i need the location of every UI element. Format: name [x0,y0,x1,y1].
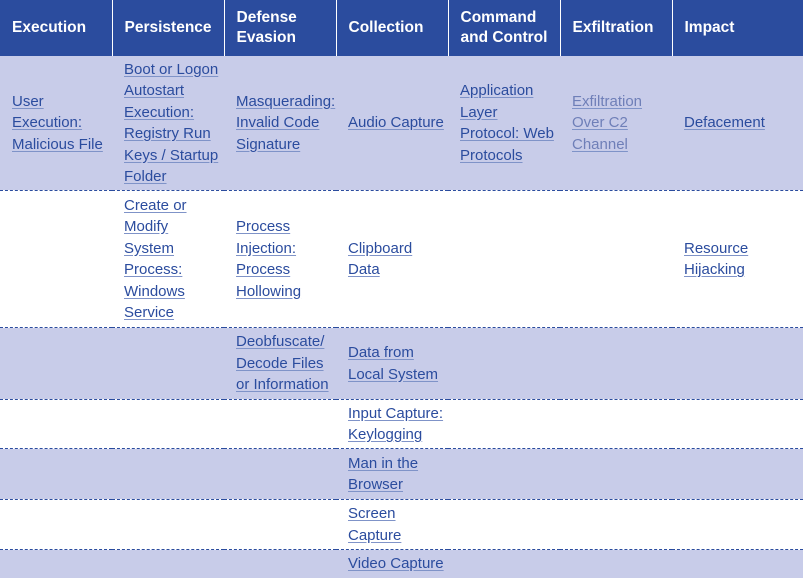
table-row: Create or Modify System Process: Windows… [0,190,803,328]
table-cell: Process Injection: Process Hollowing [224,190,336,328]
table-cell [112,549,224,578]
table-cell [560,399,672,449]
technique-link[interactable]: Man in the Browser [348,454,419,494]
table-cell [0,499,112,550]
table-cell [672,399,803,449]
table-cell [112,327,224,400]
table-cell: Boot or Logon Autostart Execution: Regis… [112,56,224,191]
technique-link[interactable]: Video Capture [348,555,444,573]
technique-link[interactable]: Application Layer Protocol: Web Protocol… [460,82,554,164]
table-cell [448,448,560,500]
technique-link[interactable]: Clipboard Data [348,239,413,279]
header-command-and-control: Command and Control [448,0,561,56]
technique-link[interactable]: Exfiltration Over C2 Channel [572,92,643,153]
table-cell [112,448,224,500]
header-execution: Execution [0,0,113,56]
table-cell [224,499,336,550]
header-defense-evasion: Defense Evasion [224,0,337,56]
table-cell: Masquerading: Invalid Code Signature [224,56,336,191]
technique-link[interactable]: Create or Modify System Process: Windows… [124,196,187,322]
table-cell [560,448,672,500]
table-cell [224,549,336,578]
table-cell [0,399,112,449]
table-cell: Deobfuscate/ Decode Files or Information [224,327,336,400]
table-cell: Audio Capture [336,56,448,191]
technique-link[interactable]: Screen Capture [348,505,402,544]
table-cell [448,190,560,328]
technique-link[interactable]: Process Injection: Process Hollowing [236,218,302,300]
technique-link[interactable]: Masquerading: Invalid Code Signature [236,92,336,153]
table-cell [0,549,112,578]
table-row: User Execution: Malicious File Boot or L… [0,56,803,191]
table-cell [224,448,336,500]
table-cell [672,499,803,550]
header-collection: Collection [336,0,449,56]
table-cell [448,327,560,400]
table-cell [112,399,224,449]
technique-link[interactable]: Resource Hijacking [684,239,749,279]
table-cell: Defacement [672,56,803,191]
table-cell: Data from Local System [336,327,448,400]
table-cell [560,499,672,550]
table-cell: Application Layer Protocol: Web Protocol… [448,56,560,191]
table-cell [0,190,112,328]
table-cell [672,448,803,500]
table-cell: Resource Hijacking [672,190,803,328]
table-cell: Create or Modify System Process: Windows… [112,190,224,328]
table-cell: Video Capture [336,549,448,578]
table-cell [672,327,803,400]
table-cell: Clipboard Data [336,190,448,328]
table-row: Deobfuscate/ Decode Files or Information… [0,327,803,400]
technique-link[interactable]: Deobfuscate/ Decode Files or Information [236,333,329,394]
table-cell: Man in the Browser [336,448,448,500]
header-row: Execution Persistence Defense Evasion Co… [0,0,803,56]
table-cell [672,549,803,578]
table-cell [448,399,560,449]
table-cell: User Execution: Malicious File [0,56,112,191]
table-cell [560,327,672,400]
table-row: Man in the Browser [0,448,803,500]
table-cell: Input Capture: Keylogging [336,399,448,449]
table-cell [560,190,672,328]
table-row: Input Capture: Keylogging [0,399,803,449]
table-cell: Screen Capture [336,499,448,550]
table-cell [0,448,112,500]
table-cell [224,399,336,449]
table-cell [448,549,560,578]
table-row: Screen Capture [0,499,803,550]
technique-link[interactable]: Boot or Logon Autostart Execution: Regis… [124,60,219,186]
technique-link[interactable]: Data from Local System [348,344,439,383]
technique-link[interactable]: Audio Capture [348,114,444,132]
technique-link[interactable]: Defacement [684,114,765,132]
header-persistence: Persistence [112,0,225,56]
table-cell: Exfiltration Over C2 Channel [560,56,672,191]
table-cell [112,499,224,550]
table-cell [0,327,112,400]
header-exfiltration: Exfiltration [560,0,673,56]
technique-link[interactable]: Input Capture: Keylogging [348,404,444,444]
table-row: Video Capture [0,549,803,578]
table-cell [560,549,672,578]
header-impact: Impact [672,0,803,56]
technique-link[interactable]: User Execution: Malicious File [12,92,103,153]
table-cell [448,499,560,550]
